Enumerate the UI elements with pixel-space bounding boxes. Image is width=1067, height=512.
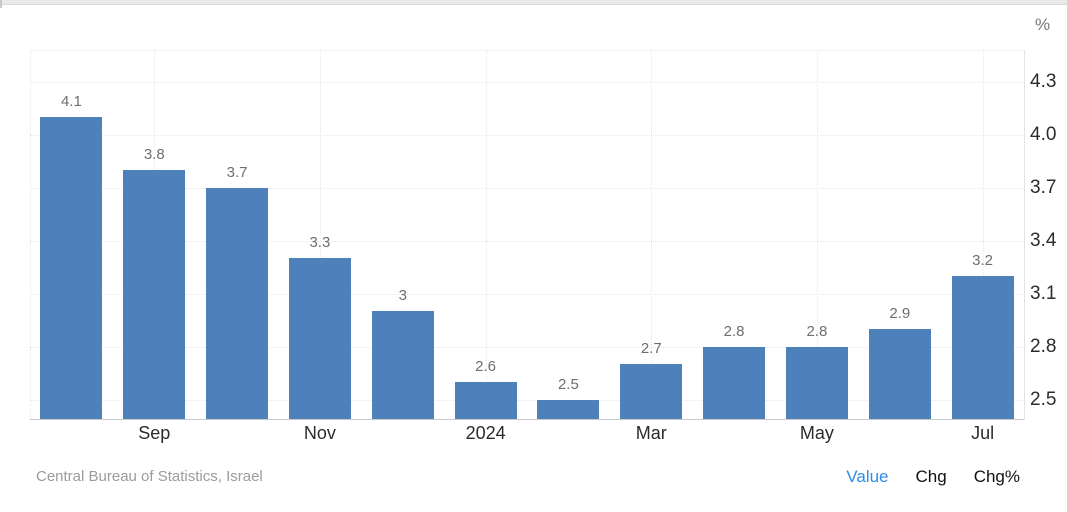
bar-value-label: 3.8 [143, 146, 165, 164]
chgpct-link[interactable]: Chg% [973, 467, 1020, 486]
bar-value-label: 4.1 [60, 93, 82, 111]
bar-value-label: 3.7 [226, 163, 248, 181]
y-axis-tick-label: 2.8 [1030, 335, 1057, 357]
x-axis-tick-label: Mar [635, 423, 667, 443]
y-axis-tick-label: 4.3 [1030, 70, 1057, 92]
gridline-vertical [651, 50, 653, 419]
y-axis-tick-label: 3.1 [1030, 282, 1057, 304]
bar[interactable] [703, 346, 766, 419]
y-axis-labels: 4.3 4.0 3.7 3.4 3.1 2.8 2.5 [1030, 50, 1066, 419]
gridline-horizontal [30, 293, 1024, 295]
source-label: Central Bureau of Statistics, Israel [36, 468, 263, 485]
gridline-horizontal [30, 399, 1024, 401]
bar-value-label: 3.2 [972, 252, 994, 269]
x-axis-tick-label: 2024 [465, 423, 506, 443]
gridline-horizontal [30, 187, 1024, 189]
bar[interactable] [288, 258, 351, 419]
bar-value-label: 2.7 [640, 340, 662, 358]
x-axis-labels: Sep Nov 2024 Mar May Jul [30, 423, 1024, 445]
plot-area: 4.1 3.8 3.7 3.3 3 2.6 2.5 2.7 2.8 2.8 2.9 3.2 [30, 50, 1025, 420]
gridline-horizontal [30, 50, 1024, 51]
bar[interactable] [951, 276, 1014, 419]
bar[interactable] [371, 311, 434, 419]
bar-value-label: 2.8 [723, 322, 745, 340]
y-axis-tick-label: 3.4 [1030, 229, 1057, 251]
x-axis-tick-label: Jul [971, 423, 995, 443]
gridline-vertical [982, 50, 984, 419]
bar-value-label: 2.9 [889, 305, 911, 322]
bar[interactable] [785, 346, 848, 419]
x-axis-tick-label: May [799, 423, 834, 443]
bar[interactable] [620, 364, 683, 419]
gridline-vertical [30, 50, 31, 419]
footer-links: Value Chg Chg% [846, 467, 1020, 487]
value-link[interactable]: Value [846, 467, 889, 486]
bar[interactable] [123, 170, 186, 419]
x-axis-tick-label: Nov [303, 423, 336, 443]
gridline-horizontal [30, 346, 1024, 348]
bar[interactable] [868, 329, 931, 419]
y-axis-tick-label: 3.7 [1030, 176, 1057, 198]
x-axis-tick-label: Sep [138, 423, 171, 443]
y-axis-tick-label: 4.0 [1030, 123, 1057, 145]
top-left-notch [0, 0, 2, 8]
gridline-horizontal [30, 81, 1024, 83]
y-axis-unit-label: % [1035, 15, 1051, 34]
y-axis-tick-label: 2.5 [1030, 388, 1057, 410]
bar[interactable] [40, 117, 103, 419]
bar-value-label: 2.6 [475, 357, 497, 375]
gridline-vertical [816, 50, 818, 419]
bar-value-label: 2.5 [557, 375, 579, 393]
bar-value-label: 2.8 [806, 322, 828, 340]
gridline-vertical [319, 50, 321, 419]
gridline-horizontal [30, 240, 1024, 242]
top-divider [2, 0, 1067, 5]
gridline-vertical [485, 50, 487, 419]
bar-value-label: 3 [398, 287, 407, 305]
bar[interactable] [206, 187, 269, 419]
gridline-horizontal [30, 134, 1024, 136]
bar[interactable] [454, 381, 517, 419]
chg-link[interactable]: Chg [915, 467, 947, 486]
bar[interactable] [537, 399, 600, 419]
bar-value-label: 3.3 [309, 234, 331, 252]
